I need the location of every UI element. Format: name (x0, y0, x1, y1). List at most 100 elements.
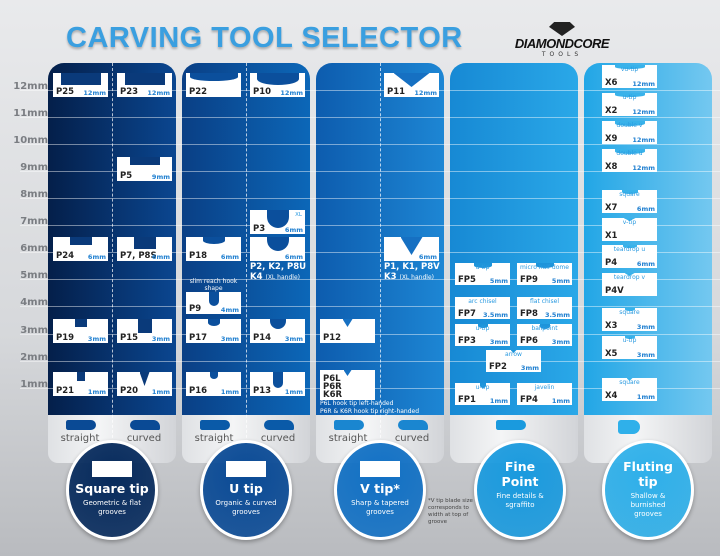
tool-shape-desc: v-tip (622, 219, 637, 226)
tool-shape-desc: square (619, 309, 640, 316)
tool-card-p17[interactable]: P17 3mm (186, 319, 241, 343)
tool-card-p4[interactable]: P4 6mm teardrop u (602, 245, 657, 268)
groove-profile (74, 319, 87, 327)
groove-profile (614, 121, 645, 126)
tool-code: P12 (323, 332, 342, 343)
tool-card-x6[interactable]: X6 12mm vu-tip (602, 65, 657, 88)
scale-label: 11mm (13, 108, 48, 119)
tool-card-unlabeled[interactable]: 6mm (250, 237, 305, 261)
tool-card-p6l[interactable]: P6L P6R K6R (320, 370, 375, 400)
groove-profile (266, 237, 289, 251)
groove-profile (133, 237, 156, 249)
tool-card-p14[interactable]: P14 3mm (250, 319, 305, 343)
tool-card-x7[interactable]: X7 6mm square (602, 190, 657, 213)
tool-card-p4v[interactable]: P4V teardrop v (602, 273, 657, 296)
tool-card-fp4[interactable]: FP4 1mm javelin (517, 383, 572, 405)
gridline (20, 90, 720, 91)
tool-code: X6 (605, 77, 618, 88)
fluting-handle-icon (618, 420, 640, 434)
tool-card-fp8[interactable]: FP8 3.5mm flat chisel (517, 297, 572, 319)
tool-card-x5[interactable]: X5 3mm u-tip (602, 336, 657, 359)
straight-handle-icon (66, 420, 96, 430)
tool-code: FP9 (520, 274, 538, 285)
gridline (20, 361, 720, 362)
tool-size: 1mm (636, 392, 655, 401)
tool-card-fp5[interactable]: FP5 5mm u-tip (455, 263, 510, 285)
groove-profile (510, 350, 517, 353)
category-tip-icon (226, 461, 266, 477)
straight-curved-divider (380, 63, 381, 463)
tool-card-p11[interactable]: P11 12mm (384, 73, 439, 97)
category-tip-icon (92, 461, 132, 477)
tool-card-fp6[interactable]: FP6 3mm ballpoint (517, 324, 572, 346)
tool-code: P6L P6R K6R (323, 374, 343, 400)
tool-card-p23[interactable]: P23 12mm (117, 73, 172, 97)
tool-card-p24[interactable]: P24 6mm (53, 237, 108, 261)
groove-profile (129, 157, 160, 165)
tool-card-p9[interactable]: P9 4mm (186, 292, 241, 314)
tool-card-p15[interactable]: P15 3mm (117, 319, 172, 343)
tool-code: X3 (605, 320, 618, 331)
tool-code: P22 (189, 86, 208, 97)
tool-code: P15 (120, 332, 139, 343)
tool-size: 6mm (151, 252, 170, 261)
tool-card-fp1[interactable]: FP1 1mm u-tip (455, 383, 510, 405)
tool-size: 1mm (87, 387, 106, 396)
tool-code: P25 (56, 86, 75, 97)
tool-card-p12[interactable]: P12 (320, 319, 375, 343)
tool-card-p21[interactable]: P21 1mm (53, 372, 108, 396)
tool-card-fp9[interactable]: FP9 5mm micro half dome (517, 263, 572, 285)
tool-shape-desc: vu-tip (620, 66, 639, 73)
straight-label: straight (60, 433, 100, 444)
tool-shape-desc: square (619, 379, 640, 386)
tool-card-p22[interactable]: P22 (186, 73, 241, 97)
tool-card-x9[interactable]: X9 12mm double v (602, 121, 657, 144)
tool-card-fp7[interactable]: FP7 3.5mm arc chisel (455, 297, 510, 319)
tool-card-x2[interactable]: X2 12mm u-tip (602, 93, 657, 116)
tool-card-fp3[interactable]: FP3 3mm u-tip (455, 324, 510, 346)
groove-profile (209, 372, 218, 379)
category-desc: Geometric & flat grooves (83, 499, 141, 516)
tool-size: 6mm (87, 252, 106, 261)
groove-profile (124, 73, 165, 85)
groove-profile (624, 336, 635, 339)
tool-card-p25[interactable]: P25 12mm (53, 73, 108, 97)
category-v-tip[interactable]: V tip* Sharp & tapered grooves (334, 440, 426, 540)
tool-card-p7[interactable]: P7, P8S 6mm (117, 237, 172, 261)
tool-card-p18[interactable]: P18 6mm (186, 237, 241, 261)
tool-card-p19[interactable]: P19 3mm (53, 319, 108, 343)
groove-profile (137, 319, 152, 333)
tool-card-x1[interactable]: X1 v-tip (602, 218, 657, 241)
tool-card-fp2[interactable]: FP2 3mm arrow (486, 350, 541, 372)
gridline (20, 279, 720, 280)
groove-profile (60, 73, 101, 85)
groove-profile (207, 319, 220, 326)
tool-card-p20[interactable]: P20 1mm (117, 372, 172, 396)
category-fluting-tip[interactable]: Fluting tip Shallow & burnished grooves (602, 440, 694, 540)
category-fine-point[interactable]: Fine Point Fine details & sgraffito (474, 440, 566, 540)
category-square-tip[interactable]: Square tip Geometric & flat grooves (66, 440, 158, 540)
tool-size: 3.5mm (544, 310, 570, 319)
tool-shape-desc: teardrop u (613, 246, 646, 253)
category-u-tip[interactable]: U tip Organic & curved grooves (200, 440, 292, 540)
tool-card-p10[interactable]: P10 12mm (250, 73, 305, 97)
gridline (20, 252, 720, 253)
tool-card-p3[interactable]: P3 6mm XL (250, 210, 305, 234)
tool-code: P14 (253, 332, 272, 343)
tool-code: P9 (189, 303, 202, 314)
tool-size: 12mm (280, 88, 303, 97)
fine-point-handle-icon (496, 420, 526, 430)
tool-size: 12mm (632, 79, 655, 88)
tool-code: FP8 (520, 308, 538, 319)
brand-logo: DIAMONDCORE TOOLS (497, 22, 627, 58)
groove-profile (473, 263, 492, 268)
tool-card-p5[interactable]: P5 9mm (117, 157, 172, 181)
tool-card-p16[interactable]: P16 1mm (186, 372, 241, 396)
tool-card-p13[interactable]: P13 1mm (250, 372, 305, 396)
tool-card-unlabeled[interactable]: 6mm (384, 237, 439, 261)
tool-card-x4[interactable]: X4 1mm square (602, 378, 657, 401)
tool-code: P4 (605, 257, 618, 268)
gridline (20, 306, 720, 307)
tool-card-x8[interactable]: X8 12mm double u (602, 149, 657, 172)
tool-card-x3[interactable]: X3 3mm square (602, 308, 657, 331)
